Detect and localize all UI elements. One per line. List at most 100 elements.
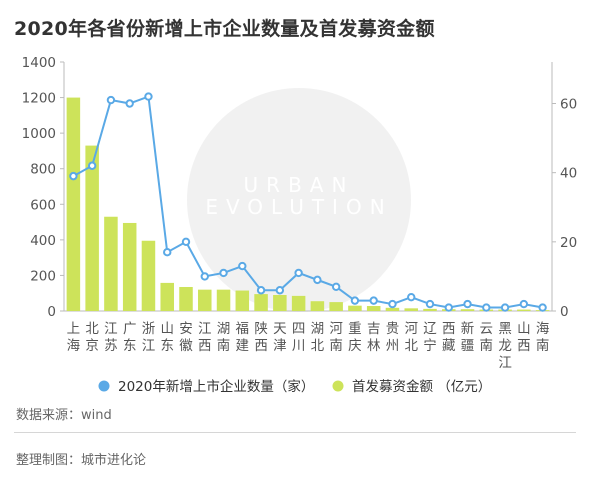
source-note: 数据来源：wind (16, 408, 112, 423)
x-tick-label: 重庆 (348, 321, 362, 354)
x-tick-label: 西藏 (442, 321, 456, 354)
watermark-circle (187, 88, 411, 312)
bar-安徽 (179, 286, 193, 311)
watermark-text-top: URBAN (244, 173, 355, 197)
x-tick-label: 湖北 (311, 321, 325, 354)
legend-label: 2020年新增上市企业数量（家） (118, 378, 314, 395)
right-tick-label: 60 (560, 97, 577, 113)
line-point-江西 (200, 272, 209, 281)
bar-江西 (198, 289, 212, 311)
line-point-北京 (87, 161, 97, 170)
x-tick-label: 陕西 (254, 321, 268, 354)
x-tick-label: 四川 (292, 321, 306, 354)
line-point-新疆 (463, 299, 472, 309)
chart-axes: 0 200 400 600 800 1000 1200 1400 0 20 40 60 (22, 55, 578, 320)
left-tick-label: 0 (47, 304, 56, 320)
right-tick-label: 0 (560, 304, 569, 320)
x-tick-label: 新疆 (461, 321, 475, 354)
x-tick-label: 河南 (329, 321, 343, 354)
legend-marker (98, 380, 110, 392)
left-tick-label: 600 (30, 197, 56, 213)
bar-天津 (273, 294, 287, 311)
x-tick-label: 吉林 (367, 321, 381, 354)
bar-辽宁 (423, 308, 437, 311)
line-point-重庆 (350, 296, 360, 305)
x-tick-label: 海南 (536, 321, 550, 354)
maker-note: 整理制图：城市进化论 (16, 453, 147, 468)
x-tick-label: 江西 (198, 321, 212, 354)
x-tick-label: 辽宁 (423, 321, 437, 354)
x-tick-label: 天津 (273, 321, 287, 354)
line-point-云南 (482, 303, 491, 312)
x-tick-label: 山东 (160, 321, 174, 354)
line-point-上海 (69, 171, 78, 181)
line-point-海南 (538, 303, 547, 312)
line-point-山东 (163, 248, 172, 257)
watermark-text-bottom: EVOLUTION (205, 195, 392, 219)
line-point-安徽 (181, 237, 191, 247)
line-point-吉林 (369, 296, 378, 305)
bar-陕西 (254, 294, 268, 311)
bar-河北 (404, 308, 418, 311)
right-tick-label: 20 (560, 235, 577, 251)
left-tick-label: 200 (30, 268, 56, 284)
line-point-河北 (407, 292, 416, 302)
left-tick-label: 800 (30, 162, 56, 178)
line-series-new-listings (69, 92, 547, 312)
line-point-辽宁 (425, 299, 435, 309)
line-point-湖南 (219, 268, 228, 278)
chart-title: 2020年各省份新增上市企业数量及首发募资金额 (14, 18, 435, 40)
bar-重庆 (348, 305, 362, 311)
bar-浙江 (141, 240, 156, 311)
bar-新疆 (460, 309, 475, 311)
x-tick-label: 河北 (404, 321, 418, 354)
line-point-广东 (125, 99, 134, 108)
left-tick-label: 1200 (22, 91, 56, 107)
line-point-福建 (238, 261, 247, 271)
x-tick-label: 上海 (67, 321, 81, 354)
bar-series-fundraising (66, 97, 550, 311)
bar-吉林 (366, 306, 381, 311)
x-tick-label: 浙江 (142, 321, 156, 354)
left-tick-label: 400 (30, 233, 56, 249)
legend-marker (332, 380, 344, 392)
divider (14, 432, 576, 433)
line-point-陕西 (256, 286, 266, 295)
bar-贵州 (385, 307, 400, 311)
chart-legend: 2020年新增上市企业数量（家） 首发募资金额 （亿元） (98, 378, 491, 395)
bar-上海 (66, 97, 81, 311)
right-tick-label: 40 (560, 166, 577, 182)
line-point-山西 (519, 299, 529, 309)
x-tick-label: 湖南 (217, 321, 231, 354)
line-point-江苏 (106, 95, 116, 105)
line-point-浙江 (144, 92, 153, 101)
x-tick-label: 福建 (236, 321, 250, 354)
line-point-西藏 (444, 303, 453, 312)
bar-四川 (291, 295, 306, 311)
bar-山西 (517, 309, 531, 311)
left-tick-label: 1000 (22, 126, 56, 142)
bar-北京 (85, 145, 99, 311)
x-tick-label: 江苏 (104, 321, 118, 354)
line-point-湖北 (313, 275, 322, 285)
x-tick-label: 广东 (123, 321, 137, 354)
left-tick-label: 1400 (22, 55, 56, 71)
line-point-天津 (275, 286, 285, 295)
x-tick-label: 山西 (517, 321, 531, 354)
bar-湖南 (216, 289, 231, 311)
x-tick-label: 安徽 (179, 321, 193, 354)
line-point-贵州 (388, 299, 397, 309)
line-point-黑龙江 (500, 303, 510, 312)
x-tick-label: 北京 (85, 321, 99, 354)
x-tick-label: 贵州 (386, 321, 400, 354)
bar-江苏 (104, 216, 118, 311)
bar-河南 (329, 302, 343, 311)
x-axis-labels: 上海北京江苏广东浙江山东安徽江西湖南福建陕西天津四川湖北河南重庆吉林贵州河北辽宁… (67, 321, 550, 371)
bar-山东 (160, 282, 174, 311)
bar-广东 (122, 222, 137, 311)
x-tick-label: 黑龙江 (498, 321, 512, 371)
legend-label: 首发募资金额 （亿元） (352, 379, 491, 395)
